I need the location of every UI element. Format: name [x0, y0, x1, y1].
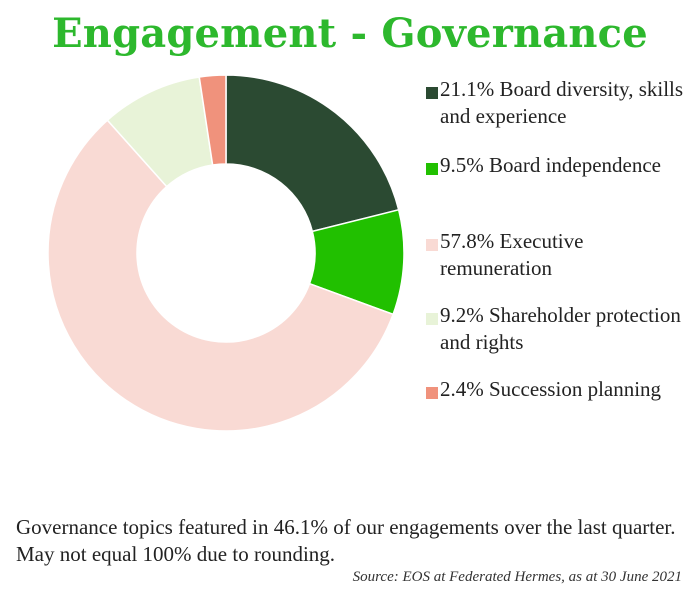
- slice-succession-planning: [198, 74, 227, 166]
- source-citation: Source: EOS at Federated Hermes, as at 3…: [352, 569, 682, 585]
- legend-swatch: [426, 239, 438, 251]
- legend-swatch: [426, 87, 438, 99]
- legend-label: 57.8% Executive remuneration: [440, 229, 584, 280]
- legend-swatch: [426, 313, 438, 325]
- chart-title: Engagement - Governance: [52, 10, 648, 57]
- slice-board-diversity: [225, 74, 400, 233]
- donut-slices: [47, 74, 405, 432]
- legend-label: 9.2% Shareholder protection and rights: [440, 303, 681, 354]
- footnote: Governance topics featured in 46.1% of o…: [16, 515, 676, 566]
- legend-label: 2.4% Succession planning: [440, 377, 662, 401]
- slice-executive-remuneration: [47, 119, 395, 432]
- legend-swatch: [426, 163, 438, 175]
- legend-swatch: [426, 387, 438, 399]
- legend-label: 9.5% Board independence: [440, 153, 662, 177]
- legend-label: 21.1% Board diversity, skills and experi…: [440, 77, 684, 128]
